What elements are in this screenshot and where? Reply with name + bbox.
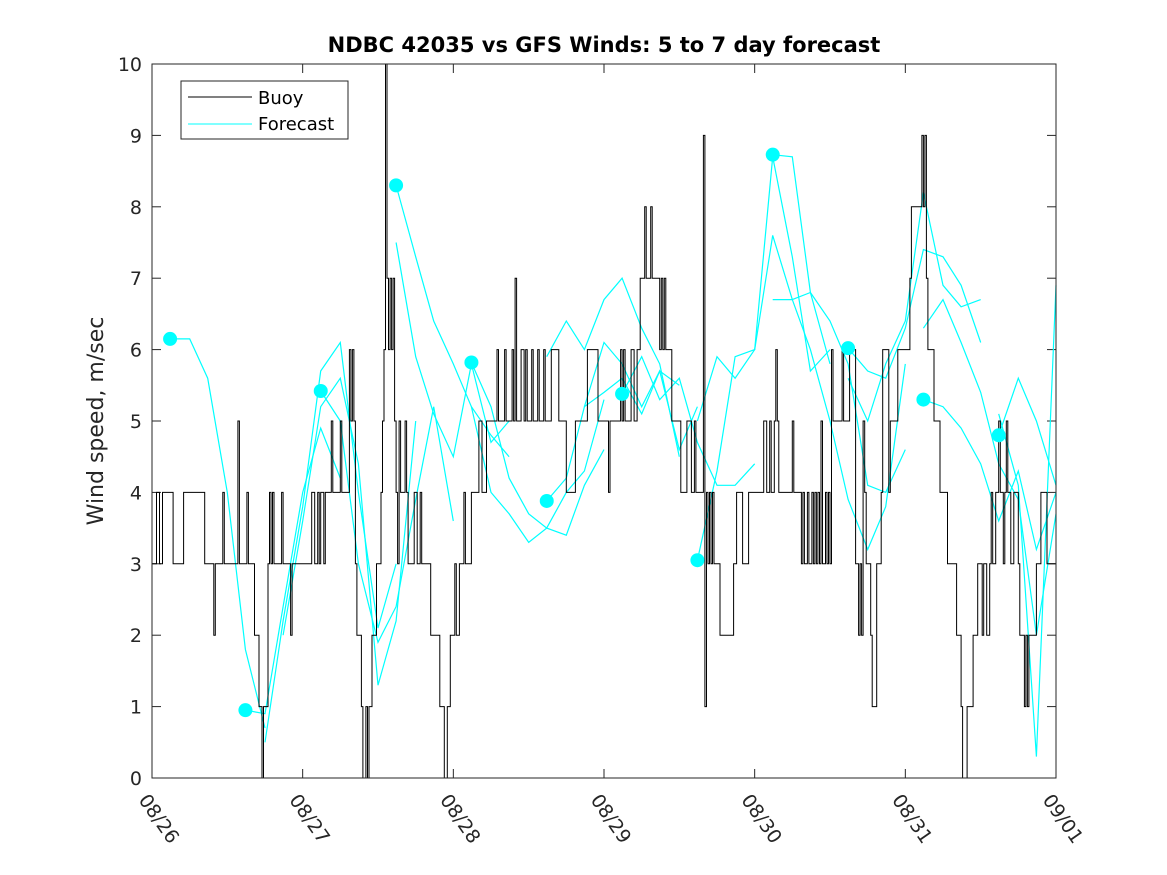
forecast-start-marker: [841, 341, 856, 356]
y-tick-label: 6: [130, 340, 142, 362]
forecast-line: [546, 277, 680, 457]
forecast-line: [696, 235, 831, 561]
forecast-series: [170, 154, 1057, 757]
forecast-start-markers: [163, 147, 1006, 718]
forecast-line: [923, 399, 1057, 552]
forecast-line: [264, 340, 397, 743]
legend-box: [180, 80, 349, 140]
forecast-line: [583, 341, 698, 452]
y-tick-label: 4: [130, 482, 142, 504]
forecast-start-marker: [163, 331, 178, 346]
forecast-line: [170, 338, 266, 729]
forecast-line: [847, 192, 981, 423]
y-tick-label: 3: [130, 554, 142, 576]
y-axis-label: Wind speed, m/sec: [84, 317, 109, 526]
forecast-start-marker: [765, 147, 780, 162]
forecast-line: [470, 399, 605, 544]
forecast-start-marker: [464, 355, 479, 370]
forecast-start-marker: [916, 392, 931, 407]
y-tick-label: 5: [130, 411, 142, 433]
y-tick-label: 8: [130, 197, 142, 219]
y-tick-label: 2: [130, 625, 142, 647]
y-axis-tick-labels: 0 1 2 3 4 5 6 7 8 9 10: [118, 54, 142, 790]
forecast-start-marker: [991, 428, 1006, 443]
forecast-line: [847, 248, 982, 379]
forecast-start-marker: [615, 386, 630, 401]
forecast-line: [621, 355, 756, 486]
forecast-start-marker: [238, 703, 253, 718]
forecast-start-marker: [389, 178, 404, 193]
buoy-series: [152, 63, 1056, 779]
legend-buoy-label: Buoy: [258, 88, 304, 109]
y-tick-label: 9: [130, 125, 142, 147]
forecast-start-marker: [539, 493, 554, 508]
legend: Buoy Forecast: [180, 80, 349, 140]
plot-border: [151, 63, 1057, 779]
chart-title: NDBC 42035 vs GFS Winds: 5 to 7 day fore…: [328, 33, 881, 57]
buoy-line: [152, 63, 1056, 779]
forecast-line: [922, 298, 1057, 636]
y-tick-label: 0: [130, 768, 142, 790]
y-tick-label: 7: [130, 268, 142, 290]
forecast-line: [998, 285, 1057, 757]
y-tick-label: 1: [130, 697, 142, 719]
forecast-line: [470, 362, 605, 536]
forecast-line: [998, 376, 1057, 486]
forecast-line: [320, 390, 454, 645]
forecast-line: [395, 242, 510, 459]
legend-forecast-label: Forecast: [258, 114, 334, 135]
forecast-start-marker: [313, 384, 328, 399]
y-tick-label: 10: [118, 54, 142, 76]
forecast-line: [395, 185, 510, 458]
forecast-line: [772, 299, 906, 552]
forecast-start-marker: [690, 553, 705, 568]
forecast-line: [696, 156, 831, 422]
